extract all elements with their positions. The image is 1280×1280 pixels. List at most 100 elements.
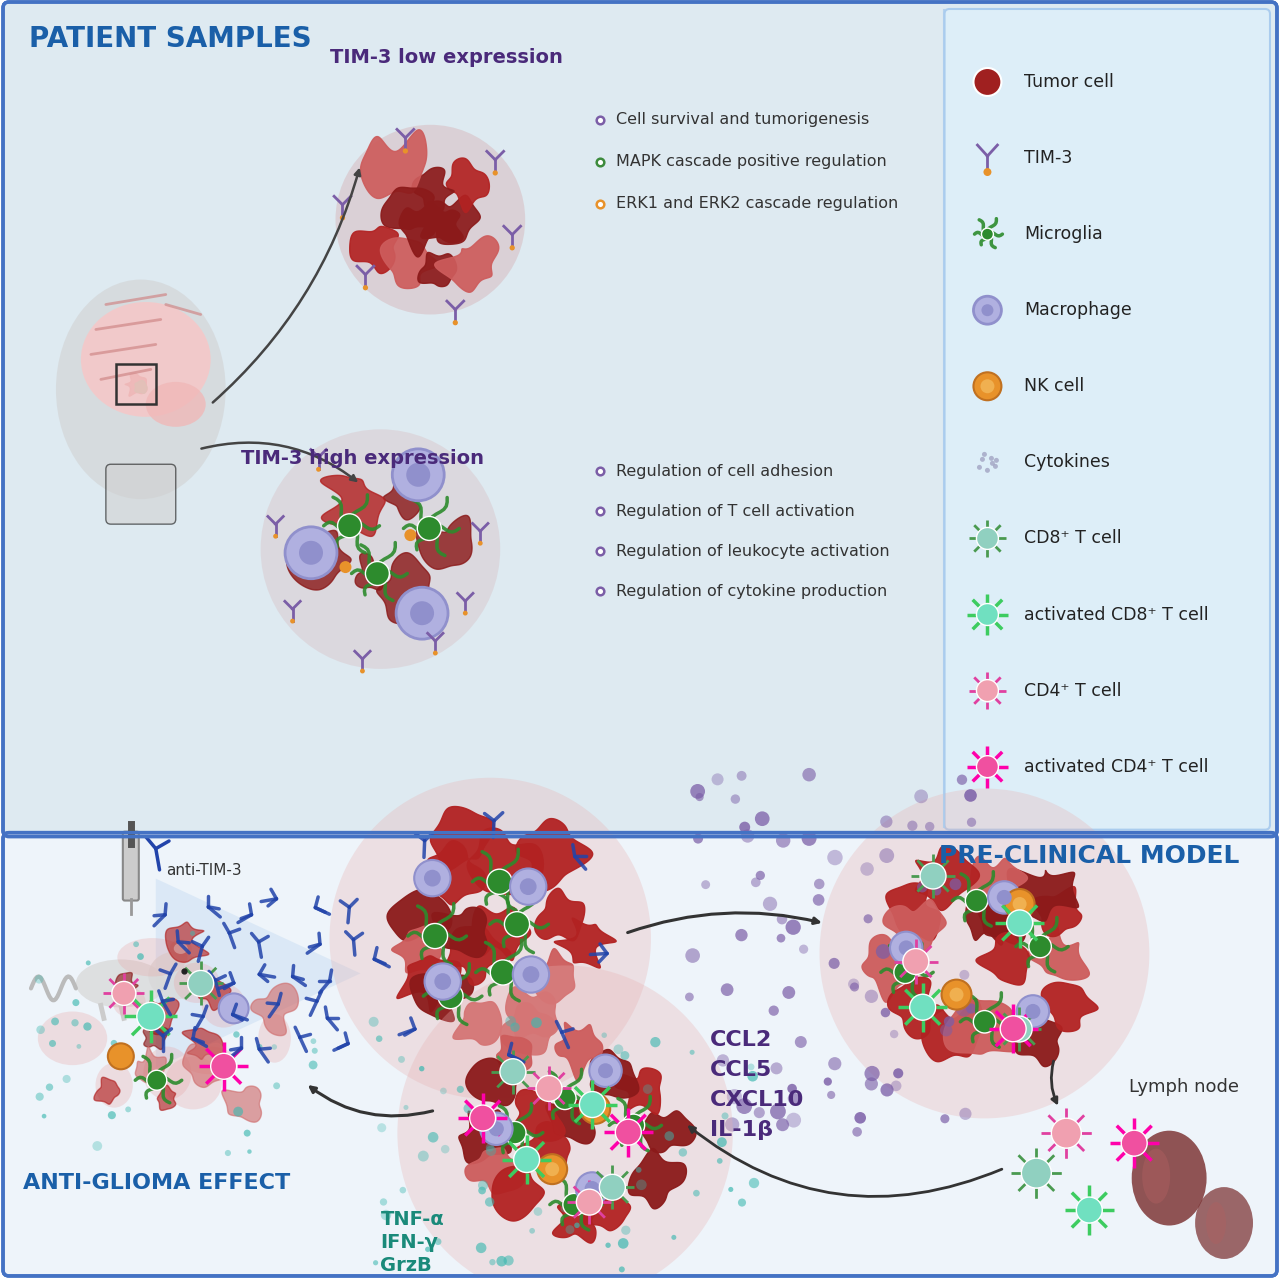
Circle shape [493, 170, 498, 175]
Circle shape [950, 988, 964, 1002]
Circle shape [701, 881, 710, 890]
Circle shape [428, 1132, 439, 1143]
Circle shape [974, 68, 1001, 96]
Circle shape [500, 1059, 526, 1084]
Circle shape [580, 1094, 611, 1124]
Circle shape [964, 790, 977, 801]
Polygon shape [384, 479, 428, 520]
Ellipse shape [202, 984, 246, 1028]
Circle shape [417, 516, 442, 540]
Circle shape [490, 960, 516, 986]
Circle shape [980, 76, 995, 88]
Circle shape [777, 914, 787, 924]
Circle shape [965, 890, 988, 911]
Polygon shape [472, 906, 531, 960]
Circle shape [801, 831, 817, 846]
Circle shape [1021, 1158, 1051, 1188]
Text: IL-1β: IL-1β [710, 1120, 773, 1140]
Text: Regulation of T cell activation: Regulation of T cell activation [616, 503, 855, 518]
Polygon shape [136, 1047, 166, 1083]
Ellipse shape [118, 938, 187, 977]
Circle shape [440, 1088, 447, 1094]
Text: TIM-3 low expression: TIM-3 low expression [330, 47, 563, 67]
Circle shape [777, 934, 786, 942]
Polygon shape [513, 1089, 564, 1142]
Circle shape [403, 1105, 408, 1110]
Polygon shape [458, 1110, 511, 1164]
Circle shape [814, 879, 824, 890]
Polygon shape [886, 883, 941, 941]
Circle shape [737, 771, 746, 781]
Circle shape [417, 1151, 429, 1161]
Circle shape [768, 1006, 780, 1016]
Text: NK cell: NK cell [1024, 378, 1084, 396]
Polygon shape [969, 856, 1028, 902]
Circle shape [476, 1243, 486, 1253]
FancyBboxPatch shape [106, 465, 175, 524]
Ellipse shape [76, 960, 166, 1007]
Polygon shape [497, 1036, 531, 1073]
Circle shape [111, 1039, 118, 1046]
Polygon shape [399, 204, 436, 257]
Circle shape [108, 1111, 116, 1119]
Circle shape [545, 1162, 559, 1176]
Polygon shape [545, 1100, 595, 1144]
Circle shape [438, 983, 463, 1009]
Circle shape [973, 1010, 996, 1033]
Circle shape [636, 1167, 641, 1172]
Circle shape [372, 1261, 378, 1266]
Polygon shape [1033, 887, 1082, 937]
Circle shape [477, 541, 483, 545]
Text: Lymph node: Lymph node [1129, 1078, 1239, 1096]
Circle shape [980, 379, 995, 393]
Circle shape [671, 1235, 676, 1240]
Circle shape [513, 956, 549, 993]
Polygon shape [535, 888, 585, 941]
Text: IFN-γ: IFN-γ [380, 1233, 438, 1252]
Circle shape [754, 1107, 765, 1119]
Circle shape [477, 1180, 488, 1190]
Circle shape [717, 1158, 723, 1164]
Circle shape [538, 1155, 567, 1184]
Polygon shape [221, 1087, 261, 1123]
Circle shape [748, 1071, 758, 1082]
Circle shape [576, 1172, 608, 1204]
Circle shape [133, 941, 140, 947]
Circle shape [724, 1117, 740, 1132]
Circle shape [776, 1119, 788, 1132]
Circle shape [225, 1149, 230, 1156]
Polygon shape [392, 924, 442, 973]
Circle shape [803, 768, 815, 782]
Circle shape [362, 285, 369, 291]
Circle shape [219, 993, 248, 1023]
Circle shape [271, 1044, 276, 1050]
Circle shape [599, 1174, 626, 1201]
Text: ANTI-GLIOMA EFFECT: ANTI-GLIOMA EFFECT [23, 1172, 291, 1193]
Circle shape [988, 881, 1020, 914]
Circle shape [1051, 1119, 1082, 1148]
Polygon shape [410, 974, 474, 1021]
Circle shape [787, 1084, 797, 1093]
Circle shape [77, 1044, 81, 1048]
Circle shape [755, 870, 765, 881]
Polygon shape [287, 530, 351, 590]
Circle shape [563, 1193, 585, 1216]
Circle shape [776, 833, 791, 847]
Text: ERK1 and ERK2 cascade regulation: ERK1 and ERK2 cascade regulation [616, 196, 899, 211]
Circle shape [717, 1137, 727, 1147]
FancyBboxPatch shape [3, 833, 1277, 1276]
Circle shape [233, 1107, 243, 1116]
Circle shape [950, 878, 961, 890]
Circle shape [312, 1048, 317, 1053]
Polygon shape [887, 977, 943, 1039]
Circle shape [503, 1256, 513, 1266]
Circle shape [799, 945, 808, 954]
Circle shape [369, 1016, 379, 1027]
Polygon shape [381, 187, 438, 229]
Circle shape [509, 246, 515, 251]
Circle shape [137, 1002, 165, 1030]
Circle shape [224, 1009, 234, 1018]
Circle shape [908, 820, 918, 831]
Text: Microglia: Microglia [1024, 225, 1103, 243]
Circle shape [692, 833, 703, 844]
